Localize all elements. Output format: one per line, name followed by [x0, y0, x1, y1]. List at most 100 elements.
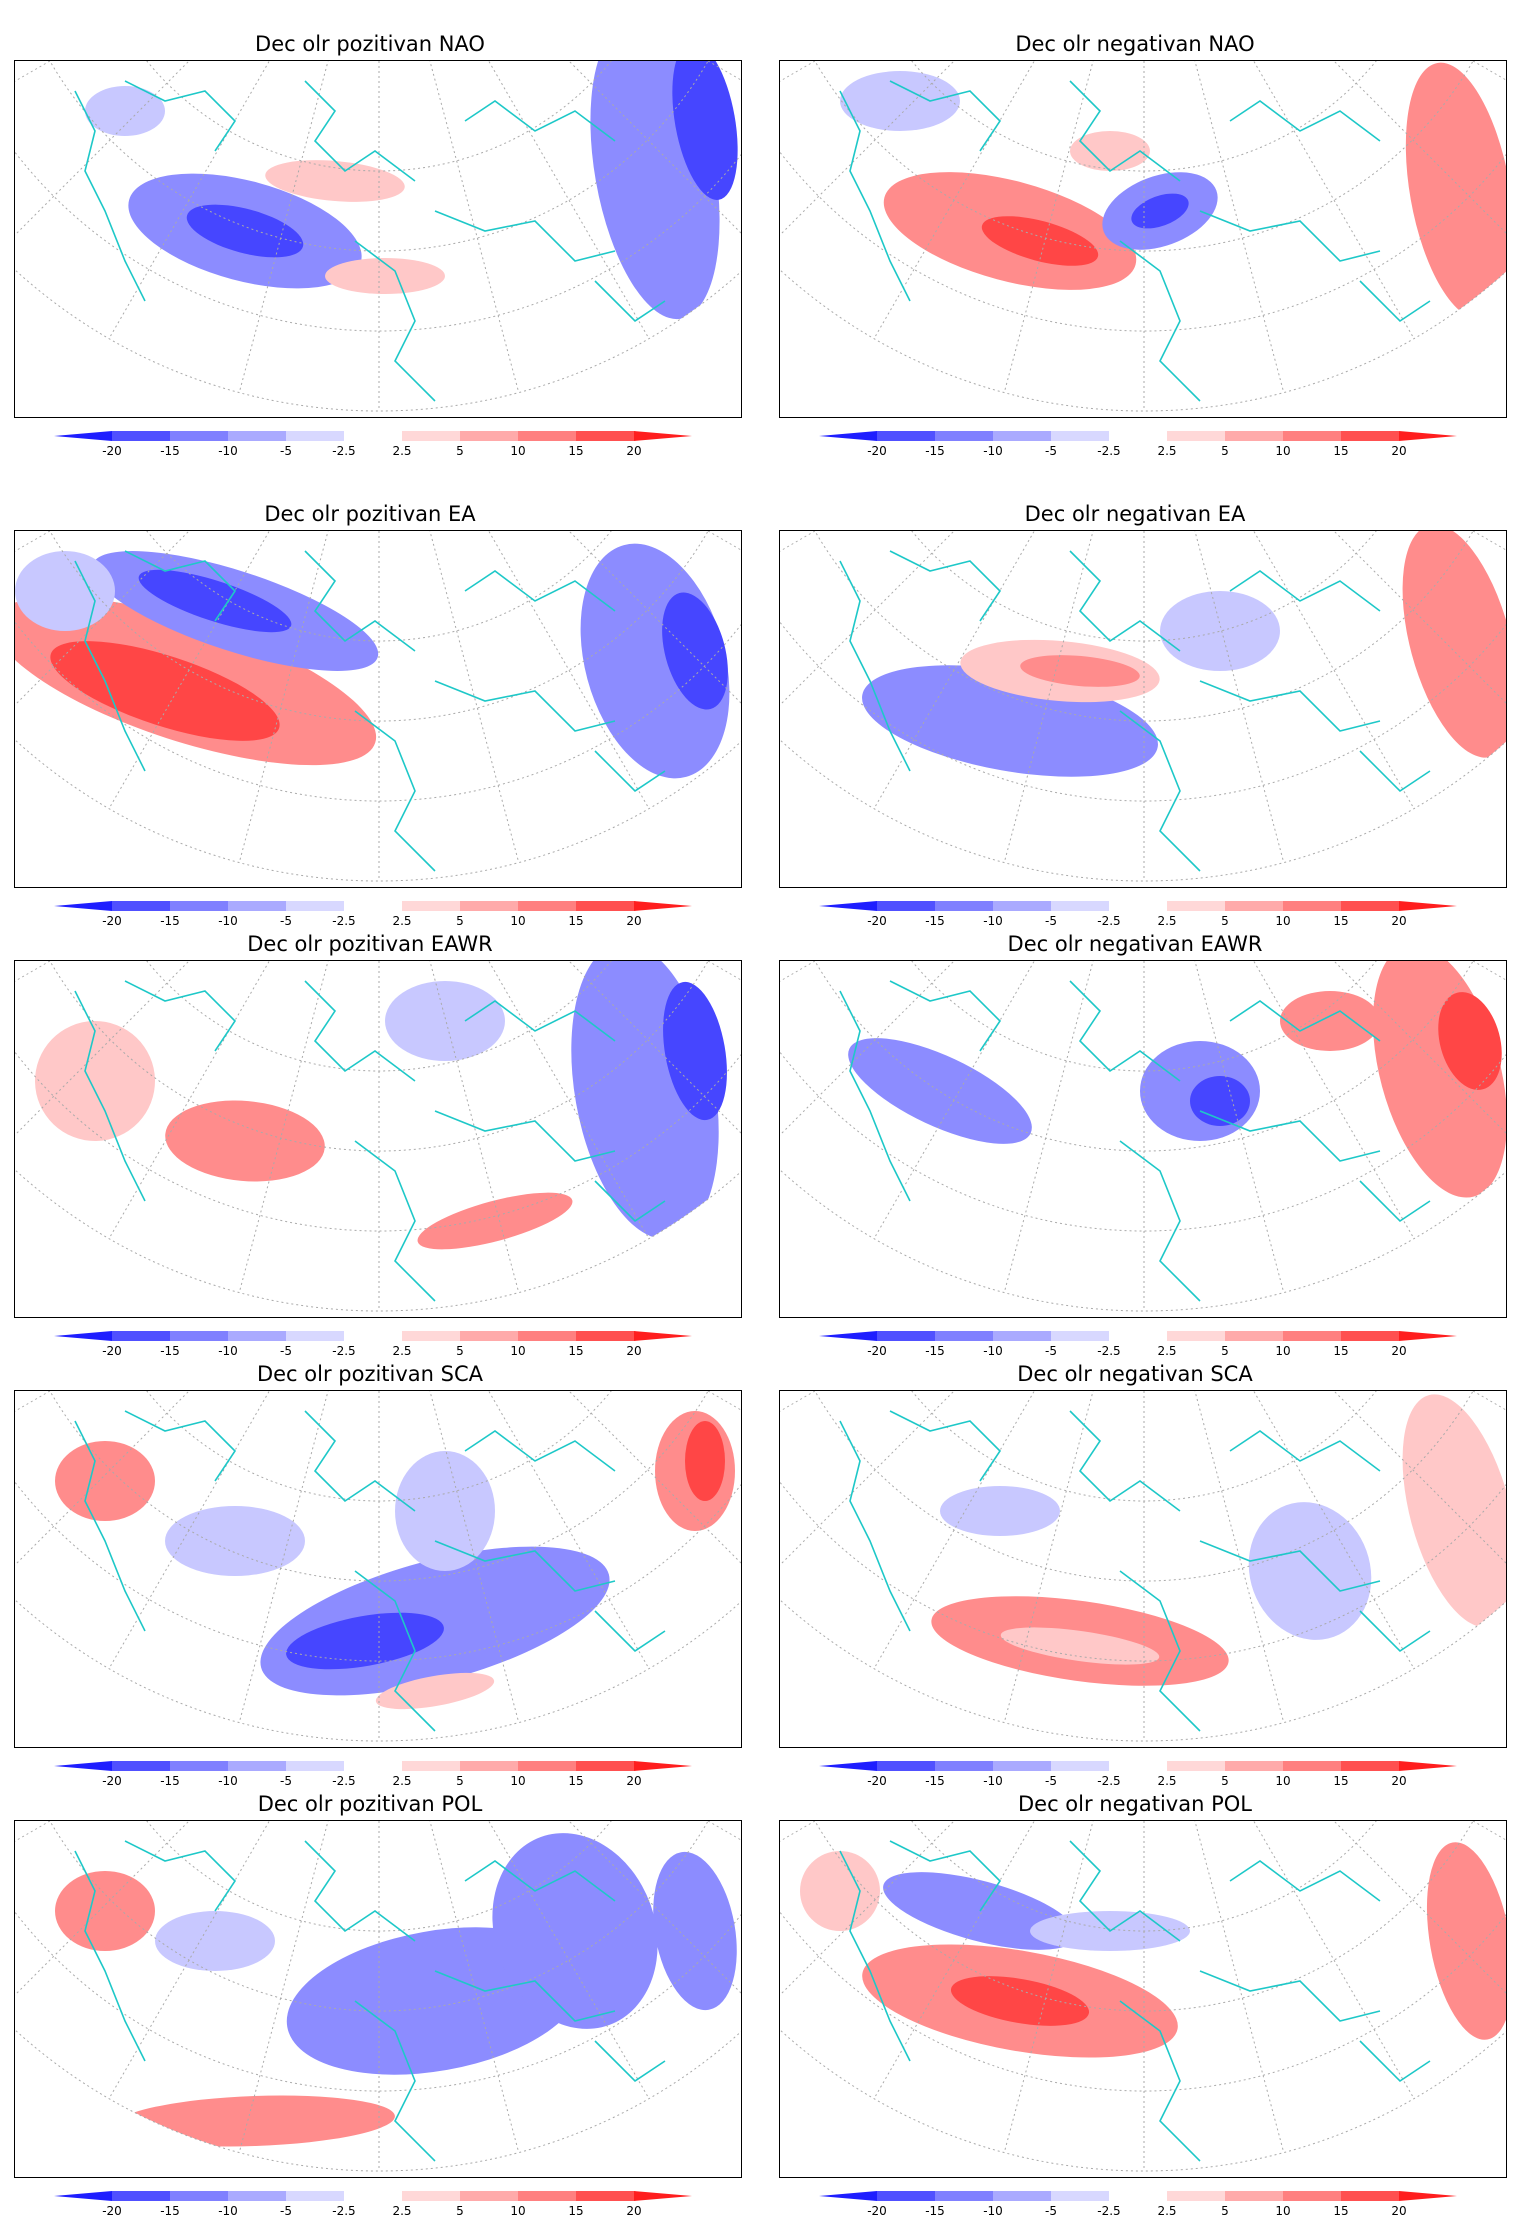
colorbar-swatch: [170, 1331, 228, 1341]
colorbar-tick-label: -20: [867, 1774, 887, 1788]
colorbar-tick-label: 2.5: [1157, 1774, 1176, 1788]
anomaly-contour: [950, 1976, 1090, 2026]
graticule-meridian: [378, 531, 741, 724]
coastline: [74, 1850, 146, 2062]
coastline: [1199, 1970, 1381, 2022]
graticule-meridian: [1143, 531, 1415, 809]
colorbar-swatch: [228, 1331, 286, 1341]
colorbar-tick-label: -2.5: [332, 1344, 355, 1358]
coastline: [434, 1110, 616, 1162]
colorbar-tick-label: 5: [456, 1344, 464, 1358]
colorbar: -20 -15 -10 -5 -2.5 2.5 5 10 15 20: [44, 900, 704, 930]
coastline: [434, 1540, 616, 1592]
colorbar-tick-label: -10: [983, 2204, 1003, 2218]
coastline: [1069, 980, 1181, 1082]
colorbar-swatch: [634, 2191, 692, 2201]
anomaly-contour: [848, 1038, 1032, 1144]
graticule-meridian: [1143, 531, 1285, 863]
panel-sca-pos: Dec olr pozitivan SCA -20 -15 -10 -5 -2.5 2.5 5…: [0, 1360, 742, 1790]
colorbar-swatch: [1167, 1761, 1225, 1771]
colorbar-tick-label: -15: [160, 444, 180, 458]
colorbar-tick-label: 20: [626, 2204, 641, 2218]
colorbar-tick-label: -15: [925, 2204, 945, 2218]
coastline: [839, 560, 911, 772]
map-plot: [15, 1391, 741, 1742]
colorbar-swatch: [877, 2191, 935, 2201]
anomaly-contour: [685, 1421, 725, 1501]
graticule-meridian: [15, 1391, 380, 1584]
colorbar-tick-label: 15: [1333, 444, 1348, 458]
colorbar-tick-label: -5: [1045, 914, 1057, 928]
anomaly-contour: [653, 1851, 737, 2011]
anomaly-contour: [85, 86, 165, 136]
colorbar-swatch: [935, 1761, 993, 1771]
colorbar-swatch: [54, 1761, 112, 1771]
colorbar-tick-label: -2.5: [332, 1774, 355, 1788]
graticule-meridian: [108, 1821, 380, 2099]
colorbar-tick-label: 20: [626, 444, 641, 458]
colorbar-tick-label: -10: [218, 1344, 238, 1358]
colorbar-swatch: [634, 901, 692, 911]
graticule-meridian: [15, 961, 380, 1154]
colorbar: -20 -15 -10 -5 -2.5 2.5 5 10 15 20: [44, 2190, 704, 2220]
colorbar-swatch: [1399, 431, 1457, 441]
colorbar-swatch: [877, 901, 935, 911]
colorbar-tick-label: 20: [1391, 444, 1406, 458]
coastline: [74, 560, 146, 772]
colorbar-swatch: [1051, 901, 1109, 911]
colorbar-swatch: [170, 431, 228, 441]
panel-title: Dec olr pozitivan SCA: [256, 1362, 484, 1386]
colorbar-tick-label: 2.5: [1157, 444, 1176, 458]
colorbar-swatch: [170, 901, 228, 911]
colorbar-tick-label: -5: [1045, 444, 1057, 458]
coastline: [1229, 1430, 1381, 1472]
colorbar-swatch: [935, 1331, 993, 1341]
colorbar-swatch: [819, 901, 877, 911]
map-plot: [780, 61, 1506, 412]
anomaly-contour: [1070, 131, 1150, 171]
graticule-meridian: [1143, 1821, 1506, 2014]
map-plot: [15, 531, 741, 882]
coastline: [839, 990, 911, 1202]
colorbar-tick-label: 5: [456, 1774, 464, 1788]
colorbar-swatch: [344, 1331, 402, 1341]
graticule-meridian: [378, 61, 741, 254]
colorbar-tick-label: -2.5: [1097, 1344, 1120, 1358]
graticule-meridian: [780, 61, 1145, 254]
map-plot: [15, 1821, 741, 2172]
colorbar-tick-label: -5: [1045, 1344, 1057, 1358]
colorbar-tick-label: -2.5: [1097, 444, 1120, 458]
coastline: [1119, 1140, 1201, 1302]
colorbar-swatch: [460, 431, 518, 441]
anomaly-contour: [417, 1192, 573, 1250]
graticule-meridian: [1143, 1391, 1415, 1669]
colorbar-swatch: [286, 431, 344, 441]
colorbar-swatch: [993, 2191, 1051, 2201]
colorbar-tick-label: 10: [510, 1344, 525, 1358]
panel-nao-neg: Dec olr negativan NAO -20 -15 -10 -5 -2.5 2.5 5…: [765, 30, 1507, 460]
field-layer: [15, 961, 741, 1311]
anomaly-contour: [1438, 992, 1502, 1090]
colorbar-swatch: [1225, 431, 1283, 441]
colorbar-swatch: [228, 901, 286, 911]
coastline: [304, 1840, 416, 1942]
coastline: [74, 1420, 146, 1632]
colorbar-swatch: [1283, 901, 1341, 911]
colorbar-swatch: [402, 431, 460, 441]
colorbar-swatch: [819, 1761, 877, 1771]
coastline: [1119, 1570, 1201, 1732]
colorbar-swatch: [402, 901, 460, 911]
map-frame: [779, 530, 1507, 888]
map-plot: [15, 61, 741, 412]
colorbar-swatch: [1225, 901, 1283, 911]
graticule-parallel: [780, 531, 1506, 722]
colorbar-swatch: [993, 901, 1051, 911]
coastline: [464, 1000, 616, 1042]
map-plot: [780, 961, 1506, 1312]
anomaly-contour: [325, 258, 445, 294]
colorbar-tick-label: -20: [102, 444, 122, 458]
colorbar-swatch: [1051, 2191, 1109, 2201]
colorbar-tick-label: -15: [925, 1344, 945, 1358]
coastline: [124, 80, 237, 152]
coastline: [1069, 1410, 1181, 1512]
